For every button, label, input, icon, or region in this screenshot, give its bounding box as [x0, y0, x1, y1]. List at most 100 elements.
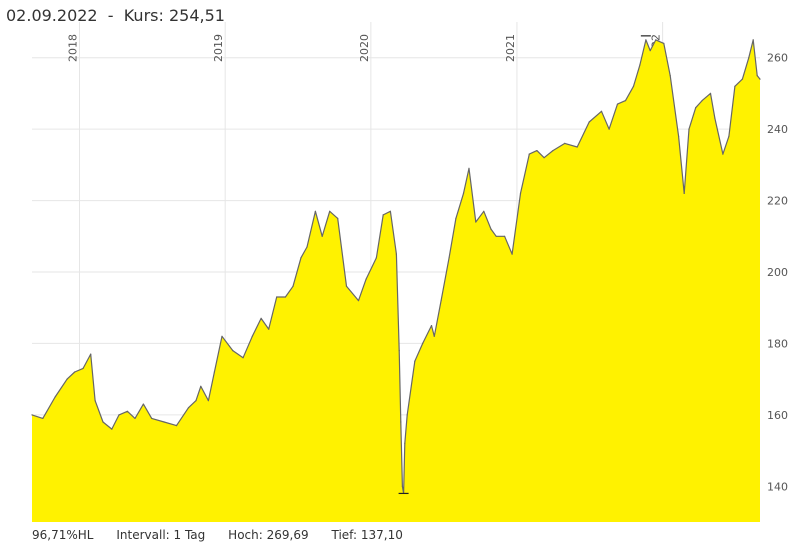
data-point: [564, 142, 566, 144]
data-point: [284, 296, 286, 298]
data-point: [242, 357, 244, 359]
data-point: [221, 335, 223, 337]
data-point: [90, 353, 92, 355]
data-point: [683, 192, 685, 194]
data-point: [337, 217, 339, 219]
data-point: [495, 235, 497, 237]
data-point: [455, 217, 457, 219]
data-point: [375, 257, 377, 259]
data-point: [490, 228, 492, 230]
data-point: [111, 428, 113, 430]
data-point: [632, 85, 635, 87]
data-point: [66, 378, 68, 380]
data-point: [468, 167, 470, 169]
data-point: [462, 192, 465, 194]
data-point: [400, 421, 402, 423]
data-point: [483, 210, 485, 212]
y-tick-label: 200: [767, 266, 788, 279]
data-point: [300, 257, 302, 259]
data-point: [734, 85, 736, 87]
data-point: [422, 342, 424, 344]
data-point: [649, 50, 651, 52]
y-tick-label: 240: [767, 123, 788, 136]
data-point: [232, 350, 234, 352]
data-point: [752, 39, 754, 41]
data-point: [616, 103, 619, 105]
data-point: [639, 64, 641, 66]
data-point: [475, 221, 477, 223]
data-point: [669, 75, 671, 77]
y-tick-label: 180: [767, 337, 788, 350]
interval-value: 1 Tag: [173, 528, 206, 542]
data-point: [701, 100, 703, 102]
data-point: [251, 335, 253, 337]
data-point: [54, 396, 56, 398]
x-tick-label: 2018: [66, 34, 79, 62]
data-point: [519, 192, 522, 194]
data-point: [102, 421, 104, 423]
data-point: [722, 153, 724, 155]
x-tick-label: 2021: [504, 34, 517, 62]
data-point: [260, 317, 262, 319]
data-point: [398, 350, 400, 352]
data-point: [142, 403, 144, 405]
data-point: [151, 417, 153, 419]
x-tick-label: 2020: [358, 34, 371, 62]
hl-percent: 96,71%HL: [32, 528, 94, 542]
data-point: [345, 285, 348, 287]
data-point: [42, 417, 44, 419]
data-point: [576, 146, 578, 148]
header-separator: -: [97, 6, 124, 25]
data-point: [187, 407, 190, 409]
data-point: [645, 39, 647, 41]
data-point: [714, 117, 716, 119]
data-point: [688, 128, 690, 130]
data-point: [600, 110, 603, 112]
data-point: [389, 210, 391, 212]
x-tick-label: 2019: [212, 34, 225, 62]
data-point: [504, 235, 506, 237]
data-point: [401, 485, 403, 487]
data-point: [741, 78, 744, 80]
data-point: [709, 92, 712, 94]
data-point: [624, 100, 627, 102]
data-point: [175, 425, 178, 427]
data-point: [314, 210, 316, 212]
data-point: [276, 296, 278, 298]
data-point: [195, 400, 197, 402]
data-point: [608, 128, 610, 130]
data-point: [728, 135, 730, 137]
data-point: [200, 385, 202, 387]
data-point: [440, 300, 442, 302]
data-point: [357, 300, 360, 302]
data-point: [588, 121, 590, 123]
data-point: [655, 39, 657, 41]
data-point: [82, 367, 84, 369]
data-point: [695, 107, 697, 109]
y-tick-label: 220: [767, 195, 788, 208]
data-point: [292, 285, 294, 287]
data-point: [213, 371, 215, 373]
y-tick-label: 140: [767, 480, 788, 493]
data-point: [759, 78, 761, 80]
interval-label: Intervall:: [116, 528, 174, 542]
high-label: Hoch:: [228, 528, 267, 542]
price-area: [32, 39, 760, 523]
data-point: [306, 246, 308, 248]
data-point: [528, 153, 530, 155]
data-point: [134, 417, 136, 419]
data-point: [268, 328, 270, 330]
data-point: [207, 400, 209, 402]
data-point: [430, 325, 433, 327]
data-point: [511, 253, 513, 255]
data-point: [536, 150, 538, 152]
quote-date: 02.09.2022: [6, 6, 98, 25]
high-value: 269,69: [266, 528, 309, 542]
data-point: [94, 400, 96, 402]
data-point: [406, 414, 408, 416]
price-header: 02.09.2022 - Kurs: 254,51: [6, 6, 225, 25]
data-point: [663, 42, 665, 45]
low-label: Tief:: [331, 528, 361, 542]
price-value: 254,51: [168, 6, 225, 25]
